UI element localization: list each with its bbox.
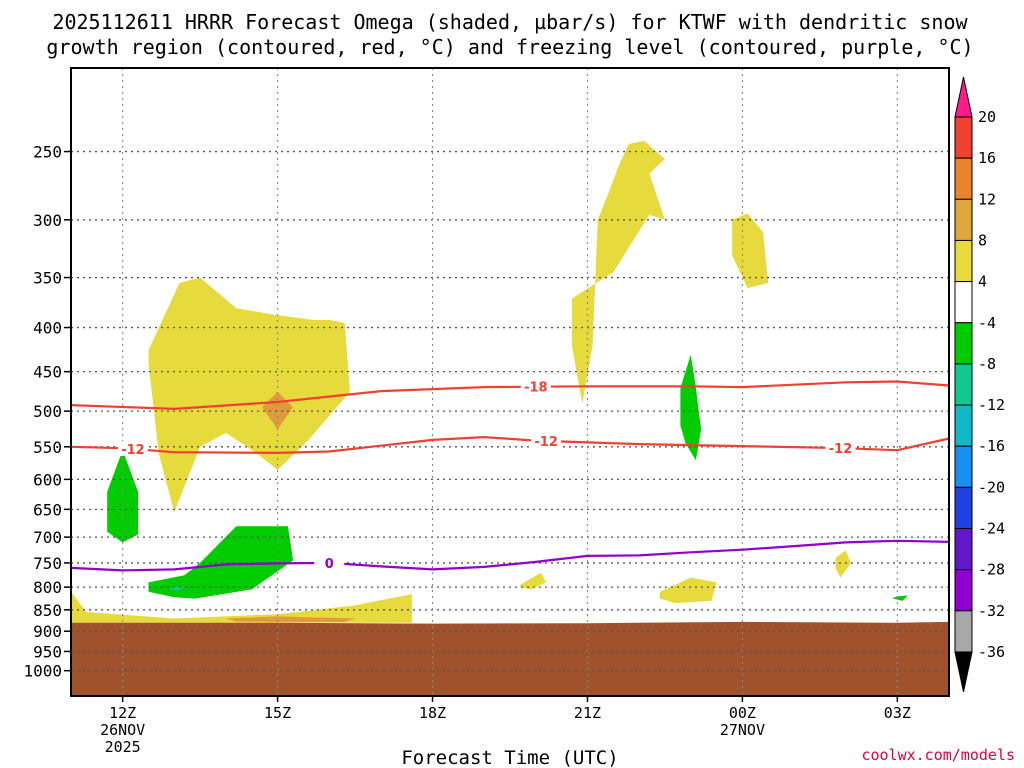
contour-label-2-0: 0 (325, 557, 334, 572)
y-tick-label-950: 950 (33, 642, 62, 661)
y-tick-label-750: 750 (33, 554, 62, 573)
omega-region-4 (659, 577, 717, 604)
omega-region-6 (835, 550, 851, 578)
temperature-contours: -18 -12 -12 -12 0 (70, 378, 950, 572)
omega-region-2 (572, 140, 665, 404)
y-tick-label-900: 900 (33, 622, 62, 641)
contour-label-1-0: -12 (121, 443, 145, 458)
contour-label-bg (825, 440, 856, 456)
colorbar-label-6: -8 (978, 355, 996, 373)
omega-region-8 (225, 616, 356, 622)
colorbar-swatch-12 (954, 610, 973, 653)
colorbar-label-7: -12 (978, 396, 1005, 414)
colorbar-swatch-5 (954, 322, 973, 365)
colorbar-label-12: -32 (978, 602, 1005, 620)
omega-shaded-regions (71, 140, 908, 623)
y-tick-label-800: 800 (33, 578, 62, 597)
contour-label-1-1: -12 (534, 435, 558, 450)
y-tick-label-350: 350 (33, 269, 62, 288)
colorbar-label-4: 4 (978, 273, 987, 291)
credit-link[interactable]: coolwx.com/models (861, 746, 1015, 764)
omega-region-7 (71, 591, 412, 623)
omega-region-10 (148, 526, 294, 599)
terrain-layer (71, 621, 949, 696)
x-tick-label-15Z: 15Z (264, 704, 291, 722)
colorbar-label-3: 8 (978, 231, 987, 249)
colorbar-label-11: -28 (978, 561, 1005, 579)
colorbar-label-8: -16 (978, 437, 1005, 455)
omega-region-0 (148, 277, 350, 513)
colorbar-top-arrow (954, 76, 973, 118)
y-tick-label-500: 500 (33, 402, 62, 421)
colorbar-label-9: -20 (978, 478, 1005, 496)
colorbar-swatch-10 (954, 528, 973, 571)
x-tick-label-03Z: 03Z (884, 704, 911, 722)
colorbar-label-0: 20 (978, 108, 996, 126)
omega-region-5 (520, 572, 547, 590)
colorbar-swatch-3 (954, 239, 973, 283)
omega-region-9 (107, 450, 139, 543)
contour-line-2 (70, 539, 950, 572)
colorbar-swatch-2 (954, 198, 973, 241)
contour-label-bg (117, 440, 148, 456)
contour-label-bg (531, 432, 562, 448)
x-tick-label-21Z: 21Z (574, 704, 601, 722)
x-axis-label: Forecast Time (UTC) (401, 747, 618, 768)
omega-region-11 (680, 354, 702, 461)
contour-label-bg (314, 554, 345, 570)
chart-title-line-1: 2025112611 HRRR Forecast Omega (shaded, … (52, 10, 968, 34)
omega-colorbar: 20 16 12 8 4 -4 -8 -12 -16 -20 -24 -28 -32 -36 (954, 76, 1005, 693)
omega-region-3 (732, 213, 769, 289)
x-tick-date-00Z: 27NOV (720, 721, 765, 739)
y-tick-label-250: 250 (33, 143, 62, 162)
colorbar-swatch-7 (954, 404, 973, 447)
colorbar-label-1: 16 (978, 149, 996, 167)
omega-region-12 (892, 595, 908, 601)
x-tick-label-18Z: 18Z (419, 704, 446, 722)
y-tick-label-600: 600 (33, 470, 62, 489)
colorbar-swatch-4 (954, 281, 973, 324)
colorbar-swatch-8 (954, 445, 973, 488)
y-tick-label-450: 450 (33, 363, 62, 382)
x-tick-label-00Z: 00Z (729, 704, 756, 722)
x-tick-label-12Z: 12Z (109, 704, 136, 722)
colorbar-swatch-11 (954, 569, 973, 612)
colorbar-swatch-1 (954, 157, 973, 200)
grid-lines (71, 68, 949, 696)
chart-title-line-2: growth region (contoured, red, °C) and f… (46, 35, 973, 59)
y-tick-label-1000: 1000 (23, 662, 62, 681)
y-tick-label-400: 400 (33, 319, 62, 338)
colorbar-swatch-6 (954, 363, 973, 406)
x-tick-year-12Z: 2025 (105, 738, 141, 756)
terrain-fill (71, 621, 949, 696)
contour-line-0 (70, 380, 950, 411)
y-tick-label-700: 700 (33, 528, 62, 547)
y-tick-label-300: 300 (33, 211, 62, 230)
y-tick-label-550: 550 (33, 438, 62, 457)
y-tick-label-850: 850 (33, 601, 62, 620)
x-tick-date-12Z: 26NOV (100, 721, 145, 739)
colorbar-label-5: -4 (978, 314, 996, 332)
colorbar-label-2: 12 (978, 190, 996, 208)
colorbar-swatch-9 (954, 486, 973, 530)
colorbar-bottom-arrow (954, 651, 973, 693)
contour-label-bg (520, 378, 551, 394)
contour-label-0-0: -18 (524, 381, 548, 396)
colorbar-label-13: -36 (978, 643, 1005, 661)
colorbar-swatch-0 (954, 116, 973, 159)
plot-frame (70, 67, 950, 697)
y-tick-label-650: 650 (33, 500, 62, 519)
colorbar-label-10: -24 (978, 520, 1005, 538)
pressure-axis: 250 300 350 400 450 500 550 600 650 700 750 800 850 9… (23, 143, 71, 681)
contour-label-1-2: -12 (829, 442, 853, 457)
